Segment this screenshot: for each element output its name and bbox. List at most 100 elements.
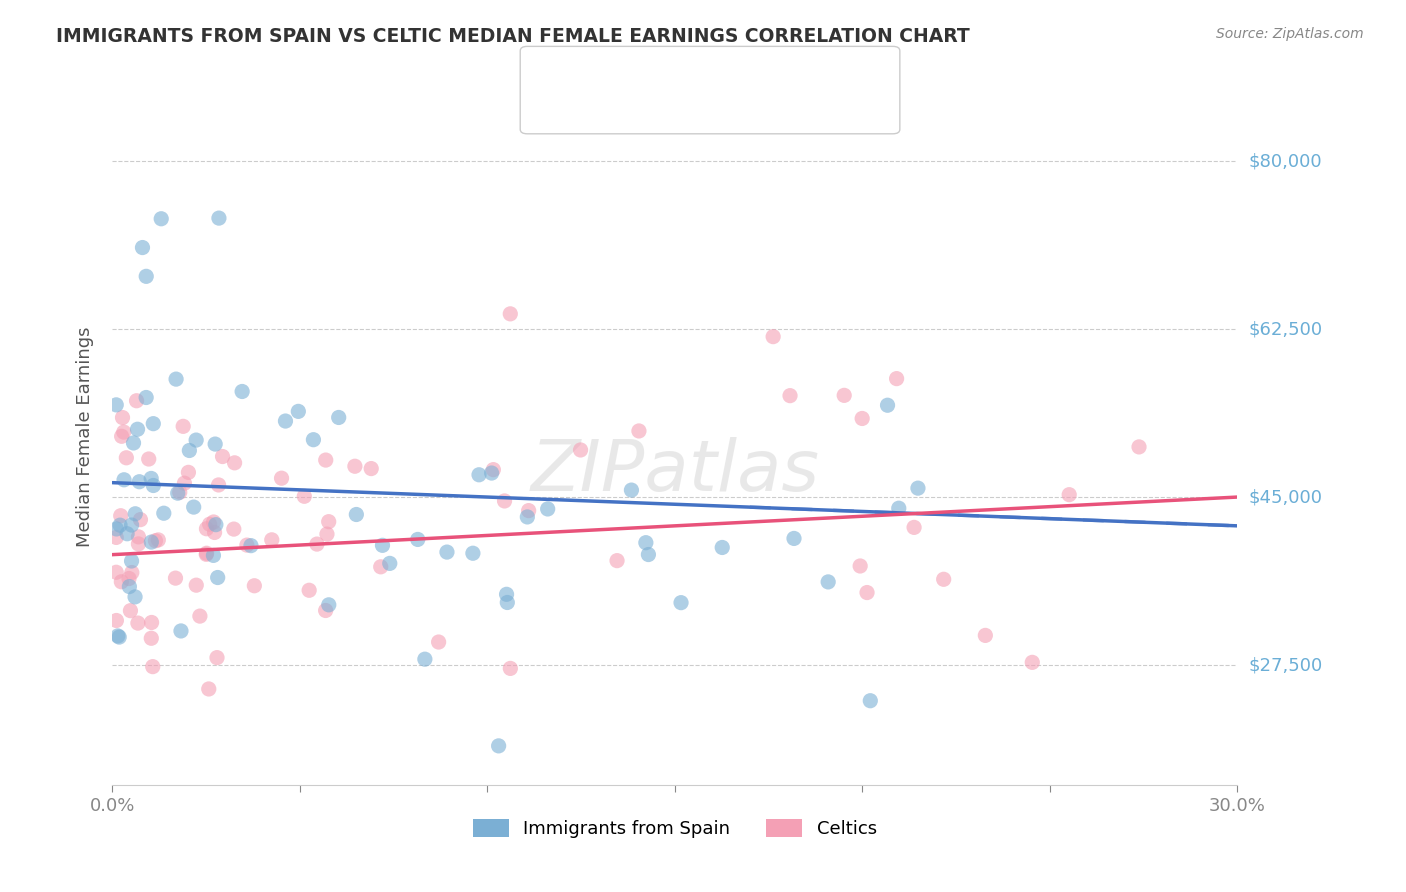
Celtics bbox=[856, 585, 879, 599]
Immigrants from Spain bbox=[302, 433, 325, 447]
Celtics bbox=[305, 537, 328, 551]
Immigrants from Spain bbox=[105, 398, 128, 412]
Celtics bbox=[360, 461, 382, 475]
Immigrants from Spain bbox=[170, 624, 193, 638]
Celtics bbox=[110, 508, 132, 523]
Immigrants from Spain bbox=[150, 211, 173, 226]
Celtics bbox=[606, 554, 628, 568]
Immigrants from Spain bbox=[208, 211, 231, 226]
Celtics bbox=[169, 485, 191, 500]
Immigrants from Spain bbox=[141, 535, 163, 549]
Y-axis label: Median Female Earnings: Median Female Earnings bbox=[76, 326, 94, 548]
Immigrants from Spain bbox=[711, 541, 734, 555]
Immigrants from Spain bbox=[481, 466, 503, 480]
Celtics bbox=[110, 574, 132, 589]
Celtics bbox=[195, 546, 218, 560]
Immigrants from Spain bbox=[153, 506, 176, 520]
Immigrants from Spain bbox=[488, 739, 510, 753]
Celtics bbox=[499, 307, 522, 321]
Celtics bbox=[165, 571, 187, 585]
Celtics bbox=[105, 530, 128, 544]
Celtics bbox=[195, 547, 218, 561]
Immigrants from Spain bbox=[108, 518, 131, 533]
Immigrants from Spain bbox=[287, 404, 309, 418]
Immigrants from Spain bbox=[122, 436, 145, 450]
Celtics bbox=[1021, 656, 1043, 670]
Immigrants from Spain bbox=[371, 538, 394, 552]
Celtics bbox=[105, 566, 128, 580]
Celtics bbox=[499, 661, 522, 675]
Celtics bbox=[173, 476, 195, 491]
Immigrants from Spain bbox=[124, 590, 146, 604]
Immigrants from Spain bbox=[887, 501, 910, 516]
Celtics bbox=[292, 489, 315, 503]
Celtics bbox=[111, 410, 134, 425]
Celtics bbox=[316, 527, 339, 541]
Celtics bbox=[569, 442, 592, 457]
Immigrants from Spain bbox=[121, 518, 143, 533]
Celtics bbox=[115, 450, 138, 465]
Celtics bbox=[197, 681, 219, 696]
Text: $27,500: $27,500 bbox=[1249, 656, 1323, 674]
Celtics bbox=[125, 393, 148, 408]
Immigrants from Spain bbox=[141, 471, 163, 485]
Immigrants from Spain bbox=[413, 652, 436, 666]
Immigrants from Spain bbox=[406, 533, 429, 547]
Immigrants from Spain bbox=[118, 580, 141, 594]
Celtics bbox=[236, 538, 259, 552]
Immigrants from Spain bbox=[166, 486, 188, 500]
Immigrants from Spain bbox=[179, 443, 201, 458]
Celtics bbox=[427, 635, 450, 649]
Celtics bbox=[832, 388, 855, 402]
Immigrants from Spain bbox=[127, 422, 149, 436]
Immigrants from Spain bbox=[231, 384, 253, 399]
Immigrants from Spain bbox=[669, 596, 692, 610]
Immigrants from Spain bbox=[207, 570, 229, 584]
Immigrants from Spain bbox=[318, 598, 340, 612]
Text: R = -0.094   N = 67: R = -0.094 N = 67 bbox=[548, 71, 738, 89]
Celtics bbox=[211, 450, 233, 464]
Immigrants from Spain bbox=[496, 595, 519, 609]
Celtics bbox=[205, 650, 228, 665]
Celtics bbox=[243, 579, 266, 593]
Immigrants from Spain bbox=[637, 548, 659, 562]
Celtics bbox=[204, 525, 226, 540]
Immigrants from Spain bbox=[121, 554, 143, 568]
Immigrants from Spain bbox=[108, 630, 131, 644]
Celtics bbox=[318, 515, 340, 529]
Celtics bbox=[207, 478, 229, 492]
Celtics bbox=[188, 609, 211, 624]
Celtics bbox=[224, 456, 246, 470]
Immigrants from Spain bbox=[202, 549, 225, 563]
Immigrants from Spain bbox=[128, 475, 150, 489]
Immigrants from Spain bbox=[495, 587, 517, 601]
Immigrants from Spain bbox=[620, 483, 643, 497]
Immigrants from Spain bbox=[183, 500, 205, 514]
Celtics bbox=[148, 533, 170, 547]
Immigrants from Spain bbox=[107, 629, 129, 643]
Immigrants from Spain bbox=[124, 507, 146, 521]
Celtics bbox=[112, 425, 135, 439]
Legend: Immigrants from Spain, Celtics: Immigrants from Spain, Celtics bbox=[465, 812, 884, 846]
Immigrants from Spain bbox=[135, 269, 157, 284]
Celtics bbox=[974, 628, 997, 642]
Immigrants from Spain bbox=[344, 508, 367, 522]
Text: IMMIGRANTS FROM SPAIN VS CELTIC MEDIAN FEMALE EARNINGS CORRELATION CHART: IMMIGRANTS FROM SPAIN VS CELTIC MEDIAN F… bbox=[56, 27, 970, 45]
Celtics bbox=[177, 466, 200, 480]
Immigrants from Spain bbox=[907, 481, 929, 495]
Celtics bbox=[1128, 440, 1150, 454]
Text: Source: ZipAtlas.com: Source: ZipAtlas.com bbox=[1216, 27, 1364, 41]
Celtics bbox=[903, 520, 925, 534]
Celtics bbox=[142, 659, 165, 673]
Celtics bbox=[118, 572, 141, 586]
Celtics bbox=[482, 463, 505, 477]
Celtics bbox=[370, 559, 392, 574]
Celtics bbox=[1057, 488, 1080, 502]
Celtics bbox=[127, 530, 149, 544]
Celtics bbox=[121, 566, 143, 580]
Immigrants from Spain bbox=[135, 391, 157, 405]
Celtics bbox=[343, 459, 366, 474]
Celtics bbox=[138, 452, 160, 467]
Immigrants from Spain bbox=[516, 510, 538, 524]
Immigrants from Spain bbox=[115, 526, 138, 541]
